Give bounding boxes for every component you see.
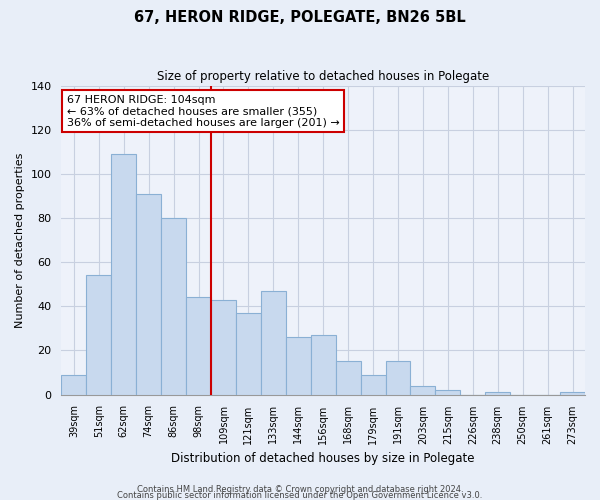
Bar bbox=[161, 218, 186, 394]
Bar bbox=[111, 154, 136, 394]
Bar bbox=[386, 362, 410, 394]
Bar bbox=[286, 337, 311, 394]
Bar bbox=[61, 374, 86, 394]
Bar bbox=[560, 392, 585, 394]
Bar bbox=[410, 386, 436, 394]
Bar bbox=[436, 390, 460, 394]
Bar bbox=[311, 335, 335, 394]
Text: 67, HERON RIDGE, POLEGATE, BN26 5BL: 67, HERON RIDGE, POLEGATE, BN26 5BL bbox=[134, 10, 466, 25]
Bar bbox=[236, 313, 261, 394]
Y-axis label: Number of detached properties: Number of detached properties bbox=[15, 152, 25, 328]
Bar bbox=[261, 291, 286, 395]
Bar bbox=[485, 392, 510, 394]
Text: 67 HERON RIDGE: 104sqm
← 63% of detached houses are smaller (355)
36% of semi-de: 67 HERON RIDGE: 104sqm ← 63% of detached… bbox=[67, 95, 340, 128]
Bar bbox=[361, 374, 386, 394]
Bar bbox=[335, 362, 361, 394]
Bar bbox=[136, 194, 161, 394]
Text: Contains public sector information licensed under the Open Government Licence v3: Contains public sector information licen… bbox=[118, 491, 482, 500]
Bar bbox=[211, 300, 236, 394]
Text: Contains HM Land Registry data © Crown copyright and database right 2024.: Contains HM Land Registry data © Crown c… bbox=[137, 484, 463, 494]
X-axis label: Distribution of detached houses by size in Polegate: Distribution of detached houses by size … bbox=[172, 452, 475, 465]
Title: Size of property relative to detached houses in Polegate: Size of property relative to detached ho… bbox=[157, 70, 490, 83]
Bar bbox=[86, 276, 111, 394]
Bar bbox=[186, 298, 211, 394]
